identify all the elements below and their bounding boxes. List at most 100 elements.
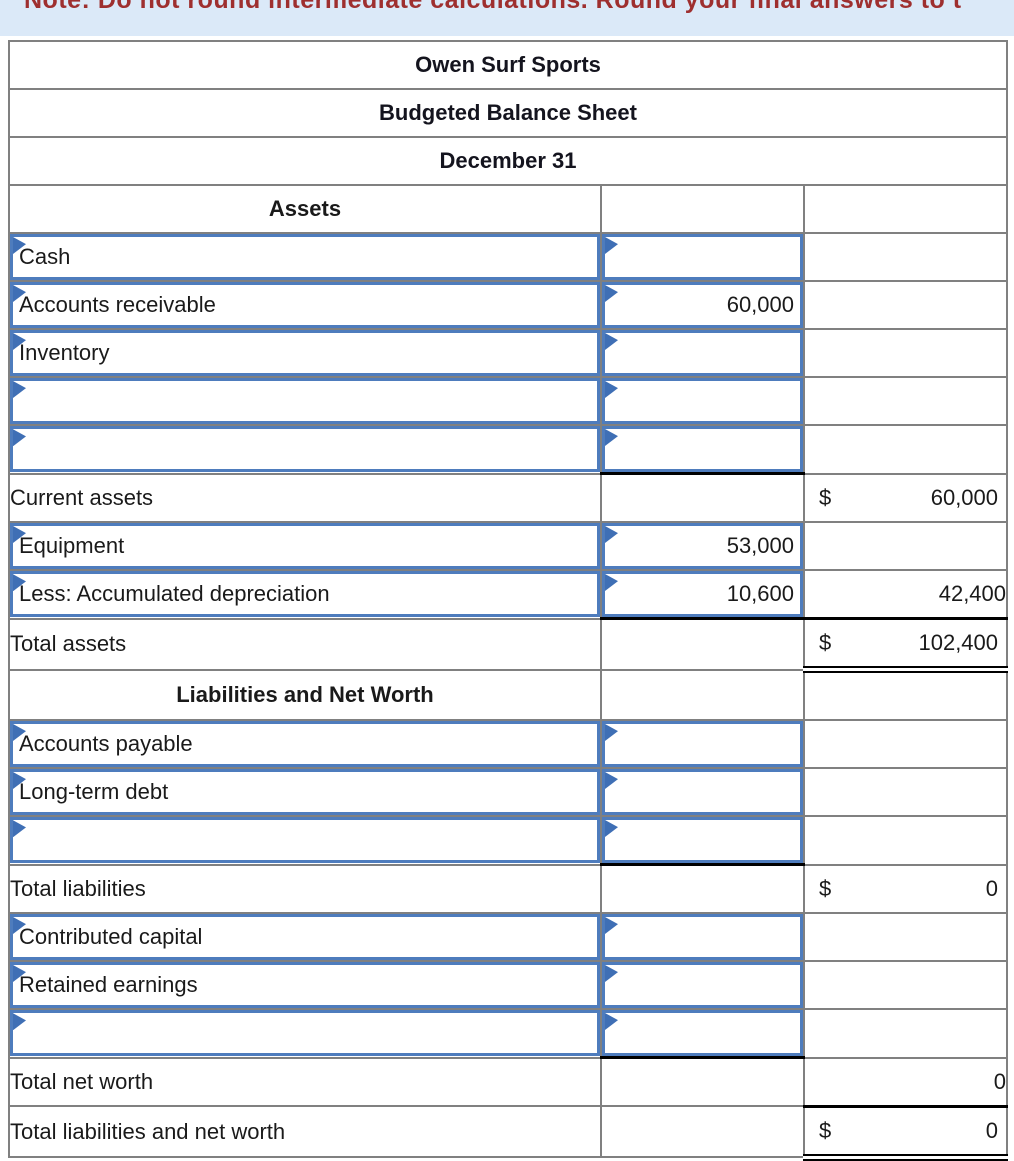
- empty-cell: [802, 1008, 1009, 1059]
- empty-cell: [600, 668, 805, 721]
- cash-amount-field[interactable]: [603, 235, 802, 279]
- empty-cell: [600, 1105, 805, 1158]
- empty-cell: [802, 668, 1009, 721]
- accounts-receivable-label-field[interactable]: Accounts receivable: [11, 283, 599, 327]
- input-marker-icon: [605, 237, 618, 254]
- input-marker-icon: [605, 965, 618, 982]
- contributed-capital-amount-field[interactable]: [603, 915, 802, 959]
- equipment-net-amount: 42,400: [802, 569, 1009, 620]
- row-total-liabilities: Total liabilities $ 0: [8, 863, 1009, 914]
- total-assets-total-cell: $ 102,400: [802, 617, 1009, 673]
- input-marker-icon: [13, 429, 26, 447]
- input-marker-icon: [13, 381, 26, 398]
- note-text: Note: Do not round intermediate calculat…: [24, 0, 962, 14]
- currency-symbol: $: [819, 484, 832, 510]
- row-accounts-payable: Accounts payable: [8, 719, 1009, 769]
- row-accounts-receivable: Accounts receivable 60,000: [8, 280, 1009, 330]
- row-blank-networth-1: [8, 1008, 1009, 1059]
- long-term-debt-label-field[interactable]: Long-term debt: [11, 770, 599, 814]
- current-assets-total: 60,000: [930, 484, 999, 510]
- empty-cell: [802, 232, 1009, 282]
- accumulated-depreciation-amount-field[interactable]: 10,600: [603, 571, 802, 617]
- input-marker-icon: [605, 285, 618, 302]
- title-row: Owen Surf Sports: [7, 40, 1009, 90]
- current-assets-label: Current assets: [8, 472, 602, 523]
- blank-liability-1-amount-field[interactable]: [603, 817, 802, 863]
- total-assets-total: 102,400: [918, 630, 999, 655]
- statement-date: December 31: [7, 136, 1009, 186]
- blank-asset-1-amount-field[interactable]: [603, 379, 802, 423]
- long-term-debt-label: Long-term debt: [19, 779, 169, 804]
- liabilities-section-header: Liabilities and Net Worth: [8, 668, 602, 721]
- empty-cell: [802, 521, 1009, 571]
- empty-cell: [600, 1056, 805, 1107]
- empty-cell: [802, 280, 1009, 330]
- total-liabilities-and-net-worth-total-cell: $ 0: [802, 1104, 1009, 1161]
- contributed-capital-label: Contributed capital: [19, 924, 203, 949]
- row-total-liabilities-and-net-worth: Total liabilities and net worth $ 0: [8, 1104, 1009, 1161]
- input-marker-icon: [605, 917, 618, 934]
- blank-networth-1-amount-field[interactable]: [603, 1010, 802, 1056]
- accounts-payable-amount-field[interactable]: [603, 722, 802, 766]
- input-marker-icon: [605, 429, 618, 446]
- input-marker-icon: [605, 820, 618, 837]
- blank-asset-2-amount-field[interactable]: [603, 426, 802, 472]
- equipment-amount-field[interactable]: 53,000: [603, 524, 802, 568]
- total-liabilities-label: Total liabilities: [8, 863, 602, 914]
- accounts-receivable-amount-field[interactable]: 60,000: [603, 283, 802, 327]
- accumulated-depreciation-label-field[interactable]: Less: Accumulated depreciation: [11, 571, 599, 617]
- row-long-term-debt: Long-term debt: [8, 767, 1009, 817]
- input-marker-icon: [605, 574, 618, 591]
- empty-cell: [802, 376, 1009, 426]
- input-marker-icon: [605, 724, 618, 741]
- input-marker-icon: [13, 820, 26, 838]
- total-liabilities-total: 0: [985, 875, 999, 901]
- empty-cell: [600, 617, 805, 671]
- input-marker-icon: [605, 381, 618, 398]
- blank-liability-1-label-field[interactable]: [11, 817, 599, 863]
- equipment-amount: 53,000: [726, 533, 794, 558]
- input-marker-icon: [605, 772, 618, 789]
- row-total-net-worth: Total net worth 0: [8, 1056, 1009, 1107]
- assets-section-row: Assets: [8, 184, 1009, 234]
- currency-symbol: $: [819, 1117, 832, 1143]
- cash-label: Cash: [19, 244, 71, 269]
- balance-sheet-table: Owen Surf Sports Budgeted Balance Sheet …: [7, 40, 1009, 1161]
- accumulated-depreciation-amount: 10,600: [726, 581, 794, 606]
- blank-asset-2-label-field[interactable]: [11, 426, 599, 472]
- equipment-label: Equipment: [19, 533, 125, 558]
- row-contributed-capital: Contributed capital: [8, 912, 1009, 962]
- empty-cell: [600, 184, 805, 234]
- row-current-assets: Current assets $ 60,000: [8, 472, 1009, 523]
- retained-earnings-amount-field[interactable]: [603, 963, 802, 1007]
- empty-cell: [802, 960, 1009, 1010]
- company-title: Owen Surf Sports: [7, 40, 1009, 90]
- retained-earnings-label: Retained earnings: [19, 972, 198, 997]
- row-inventory: Inventory: [8, 328, 1009, 378]
- long-term-debt-amount-field[interactable]: [603, 770, 802, 814]
- total-liabilities-and-net-worth-total: 0: [985, 1117, 999, 1143]
- row-accumulated-depreciation: Less: Accumulated depreciation 10,600 42…: [8, 569, 1009, 620]
- total-liabilities-and-net-worth-label: Total liabilities and net worth: [8, 1105, 602, 1158]
- accumulated-depreciation-label: Less: Accumulated depreciation: [19, 581, 330, 607]
- empty-cell: [802, 328, 1009, 378]
- retained-earnings-label-field[interactable]: Retained earnings: [11, 963, 599, 1007]
- inventory-label-field[interactable]: Inventory: [11, 331, 599, 375]
- statement-title: Budgeted Balance Sheet: [7, 88, 1009, 138]
- input-marker-icon: [605, 1013, 618, 1030]
- liabilities-section-row: Liabilities and Net Worth: [8, 668, 1009, 721]
- row-blank-asset-2: [8, 424, 1009, 475]
- blank-asset-1-label-field[interactable]: [11, 379, 599, 423]
- equipment-label-field[interactable]: Equipment: [11, 524, 599, 568]
- row-cash: Cash: [8, 232, 1009, 282]
- accounts-payable-label-field[interactable]: Accounts payable: [11, 722, 599, 766]
- contributed-capital-label-field[interactable]: Contributed capital: [11, 915, 599, 959]
- row-equipment: Equipment 53,000: [8, 521, 1009, 571]
- currency-symbol: $: [819, 875, 832, 901]
- input-marker-icon: [13, 1013, 26, 1031]
- empty-cell: [802, 767, 1009, 817]
- total-liabilities-total-cell: $ 0: [802, 863, 1009, 914]
- inventory-amount-field[interactable]: [603, 331, 802, 375]
- blank-networth-1-label-field[interactable]: [11, 1010, 599, 1056]
- cash-label-field[interactable]: Cash: [11, 235, 599, 279]
